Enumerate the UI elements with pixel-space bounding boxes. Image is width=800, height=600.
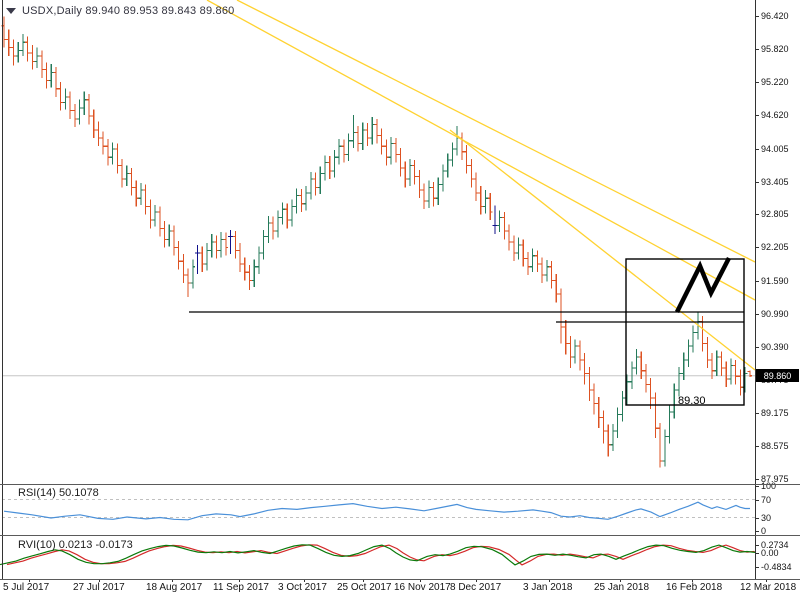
date-axis-label: 16 Nov 2017 [394,582,451,593]
price-axis-label: 96.420 [761,11,789,22]
rsi-axis-tick [755,486,759,487]
current-price-badge: 89.860 [756,369,799,383]
date-axis-tick [549,579,550,582]
date-axis-tick [304,579,305,582]
date-axis-label: 3 Jan 2018 [523,582,573,593]
price-axis-tick [755,247,759,249]
price-axis-label: 93.405 [761,176,789,187]
date-axis-tick [99,579,100,582]
date-axis-tick [476,579,477,582]
date-axis-label: 25 Jan 2018 [594,582,650,593]
price-axis-tick [755,313,759,315]
price-axis-tick [755,413,759,415]
rsi-panel-canvas[interactable] [0,484,756,535]
date-axis-tick [172,579,173,582]
price-axis-label: 92.205 [761,242,789,253]
price-axis-tick [755,148,759,150]
price-axis-tick [755,446,759,447]
rsi-label: RSI(14) 50.1078 [18,487,99,499]
chart-left-border [2,0,3,580]
rvi-axis-label: 0.2734 [761,540,789,550]
price-axis-label: 94.005 [761,143,789,154]
price-axis-label: 94.620 [761,110,789,120]
date-axis-tick [239,579,240,582]
price-axis-tick [755,16,759,18]
chart-title: USDX,Daily 89.940 89.953 89.843 89.860 [22,5,235,17]
price-axis-label: 88.575 [761,441,789,451]
rsi-axis-label: 30 [761,512,772,523]
rvi-axis-label: -0.4834 [761,562,792,572]
price-axis-tick [755,478,759,480]
price-axis-tick [755,82,759,84]
date-axis-label: 25 Oct 2017 [337,582,392,593]
price-axis-label: 89.175 [761,408,789,419]
date-axis-tick [766,579,767,582]
rsi-axis-label: 100 [761,481,777,491]
price-axis-label: 90.390 [761,341,789,352]
main-chart-canvas[interactable] [0,0,756,484]
price-axis-tick [755,115,759,116]
panel-separator[interactable] [0,484,800,485]
date-axis-label: 11 Sep 2017 [213,582,269,593]
date-axis-label: 12 Mar 2018 [740,582,797,593]
price-axis-tick [755,49,759,51]
chart-title-bar: USDX,Daily 89.940 89.953 89.843 89.860 [6,4,234,18]
price-axis-label: 92.805 [761,209,789,220]
price-axis-label: 95.220 [761,77,789,88]
date-axis-tick [420,579,421,582]
rsi-axis-tick [755,517,759,519]
price-axis-tick [755,346,759,348]
rsi-axis-label: 0 [761,526,767,536]
rvi-label: RVI(10) 0.0213 -0.0173 [18,539,133,551]
date-axis-tick [620,579,621,582]
price-axis-label: 90.990 [761,308,789,319]
date-axis-tick [692,579,693,582]
rvi-panel-canvas[interactable] [0,536,756,579]
rvi-axis-tick [755,545,759,546]
date-axis-label: 16 Feb 2018 [666,582,723,593]
price-axis-tick [755,280,759,282]
date-axis-tick [29,579,30,582]
date-axis-tick [363,579,364,582]
rvi-axis-tick [755,567,759,568]
symbol-dropdown-icon[interactable] [6,8,16,14]
price-axis-tick [755,214,759,216]
date-axis-label: 18 Aug 2017 [146,582,203,593]
rsi-axis-label: 70 [761,494,772,505]
rvi-axis-label: 0.00 [761,547,779,558]
price-axis-label: 91.590 [761,275,789,286]
date-axis-label: 27 Jul 2017 [73,582,125,593]
price-axis-label: 95.820 [761,44,789,55]
date-axis-label: 8 Dec 2017 [450,582,502,593]
price-axis-border [755,0,756,580]
rvi-axis-tick [755,552,759,554]
rsi-axis-tick [755,499,759,501]
rsi-axis-tick [755,531,759,532]
panel-separator[interactable] [0,535,800,536]
date-axis-label: 5 Jul 2017 [3,582,50,593]
price-axis-label: 87.975 [761,473,789,484]
panel-separator [0,579,800,580]
price-annotation[interactable]: 89.30 [678,395,706,407]
date-axis-label: 3 Oct 2017 [278,582,327,593]
price-axis-tick [755,181,759,183]
